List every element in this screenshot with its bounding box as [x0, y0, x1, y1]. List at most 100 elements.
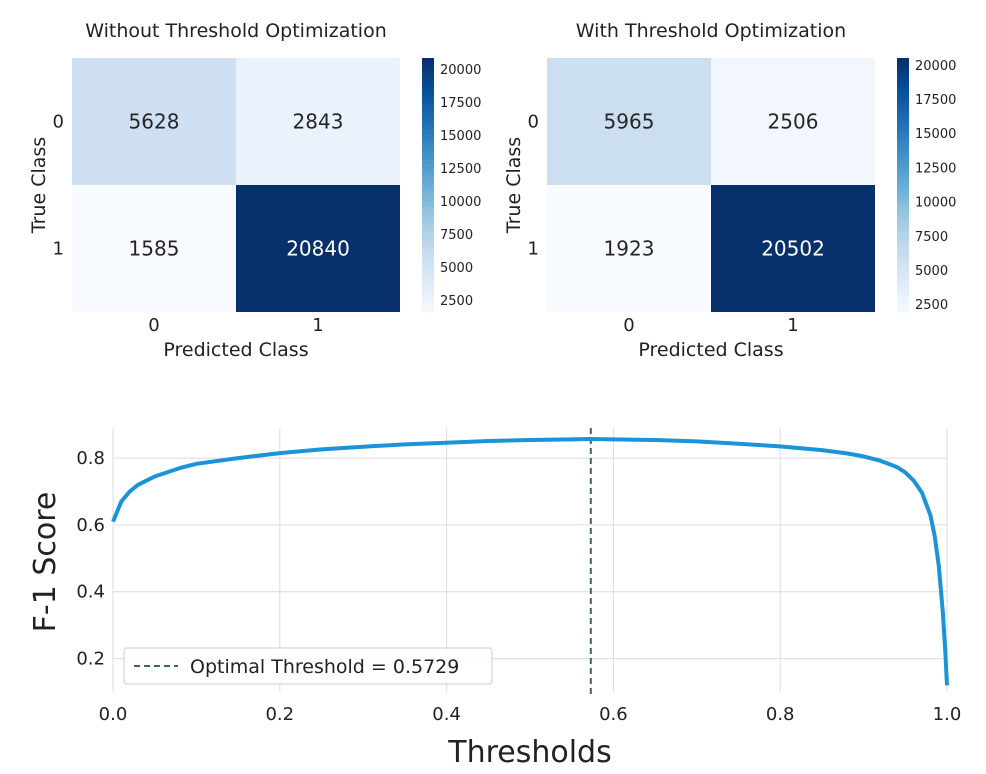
colorbar-segment — [422, 104, 434, 110]
colorbar-segment — [422, 172, 434, 178]
colorbar-tick-label: 20000 — [915, 59, 956, 74]
colorbar-segment — [422, 307, 434, 313]
colorbar-segment — [422, 206, 434, 211]
colorbar-segment — [422, 265, 434, 271]
colorbar-segment — [422, 91, 434, 97]
x-axis-label: Predicted Class — [163, 339, 308, 361]
colorbar-segment — [897, 210, 909, 216]
y-tick-label: 0.6 — [76, 515, 105, 536]
colorbar-tick-label: 2500 — [915, 298, 948, 313]
cell-value-label: 2506 — [768, 110, 819, 134]
heatmap-title: With Threshold Optimization — [576, 20, 846, 42]
colorbar-segment — [897, 193, 909, 199]
cell-value-label: 1923 — [604, 237, 655, 261]
heatmap-cell — [547, 185, 711, 312]
x-tick-label: 0 — [623, 315, 634, 336]
colorbar-segment — [897, 163, 909, 169]
colorbar-segment — [422, 261, 434, 267]
colorbar-segment — [422, 83, 434, 89]
colorbar-segment — [422, 244, 434, 250]
colorbar-segment — [422, 117, 434, 123]
colorbar-segment — [897, 83, 909, 89]
colorbar-segment — [897, 240, 909, 245]
colorbar-segment — [422, 100, 434, 106]
colorbar-segment — [422, 108, 434, 114]
colorbar-segment — [897, 129, 909, 135]
y-tick-label: 1 — [53, 239, 64, 260]
x-axis-label: Predicted Class — [638, 339, 783, 361]
colorbar-segment — [422, 58, 434, 63]
colorbar-segment — [897, 142, 909, 148]
colorbar-segment — [897, 269, 909, 275]
legend-label: Optimal Threshold = 0.5729 — [190, 656, 459, 678]
colorbar-segment — [897, 74, 909, 80]
colorbar-segment — [422, 290, 434, 296]
colorbar-segment — [422, 282, 434, 288]
heatmap-cell — [236, 58, 400, 185]
colorbar-segment — [897, 70, 909, 76]
colorbar-segment — [422, 273, 434, 279]
colorbar-segment — [897, 113, 909, 118]
colorbar-segment — [422, 248, 434, 254]
colorbar-segment — [897, 91, 909, 97]
colorbar-segment — [897, 299, 909, 305]
x-axis-label: Thresholds — [447, 735, 611, 770]
colorbar-segment — [422, 197, 434, 203]
colorbar-segment — [422, 185, 434, 190]
x-tick-label: 0.8 — [766, 704, 795, 725]
colorbar-segment — [897, 201, 909, 207]
colorbar-segment — [897, 138, 909, 144]
y-axis-label: F-1 Score — [28, 492, 63, 633]
colorbar-segment — [897, 189, 909, 195]
colorbar-segment — [422, 227, 434, 233]
colorbar-segment — [422, 231, 434, 237]
colorbar-segment — [897, 244, 909, 250]
y-tick-label: 0.2 — [76, 649, 105, 670]
colorbar-segment — [422, 79, 434, 84]
heatmap-cell — [711, 185, 875, 312]
colorbar-segment — [897, 180, 909, 186]
colorbar-segment — [897, 252, 909, 258]
colorbar-segment — [897, 117, 909, 123]
colorbar-segment — [897, 134, 909, 140]
colorbar-segment — [422, 163, 434, 169]
colorbar-segment — [422, 256, 434, 262]
colorbar-tick-label: 10000 — [915, 196, 956, 211]
heatmap-cell — [72, 185, 236, 312]
colorbar-segment — [422, 218, 434, 224]
colorbar-segment — [897, 303, 909, 309]
y-tick-label: 0.4 — [76, 582, 105, 603]
y-tick-label: 1 — [528, 239, 539, 260]
colorbar-segment — [422, 210, 434, 216]
colorbar-segment — [897, 231, 909, 237]
colorbar-segment — [897, 265, 909, 271]
colorbar-segment — [422, 286, 434, 292]
colorbar-segment — [422, 278, 434, 283]
colorbar-segment — [897, 155, 909, 161]
colorbar-segment — [422, 134, 434, 140]
colorbar-segment — [897, 100, 909, 106]
colorbar-tick-label: 12500 — [915, 161, 956, 176]
colorbar-segment — [422, 214, 434, 220]
heatmap-cell — [236, 185, 400, 312]
confusion-matrix-without-optimization: Without Threshold Optimization 5628 2843 1… — [28, 20, 481, 361]
colorbar-tick-label: 7500 — [440, 228, 473, 243]
y-tick-label: 0 — [53, 112, 64, 133]
colorbar-tick-label: 2500 — [440, 294, 473, 309]
x-tick-label: 0.0 — [99, 704, 128, 725]
colorbar-segment — [897, 121, 909, 127]
colorbar-segment — [897, 96, 909, 101]
y-tick-label: 0 — [528, 112, 539, 133]
colorbar-segment — [897, 62, 909, 68]
colorbar-tick-label: 15000 — [440, 129, 481, 144]
colorbar-tick-label: 5000 — [440, 261, 473, 276]
colorbar-segment — [897, 146, 909, 152]
colorbar-tick-label: 10000 — [440, 195, 481, 210]
cell-value-label: 2843 — [293, 110, 344, 134]
colorbar-segment — [422, 269, 434, 275]
y-tick-label: 0.8 — [76, 448, 105, 469]
colorbar-segment — [897, 261, 909, 267]
colorbar-tick-label: 17500 — [440, 96, 481, 111]
cell-value-label: 20840 — [286, 237, 350, 261]
